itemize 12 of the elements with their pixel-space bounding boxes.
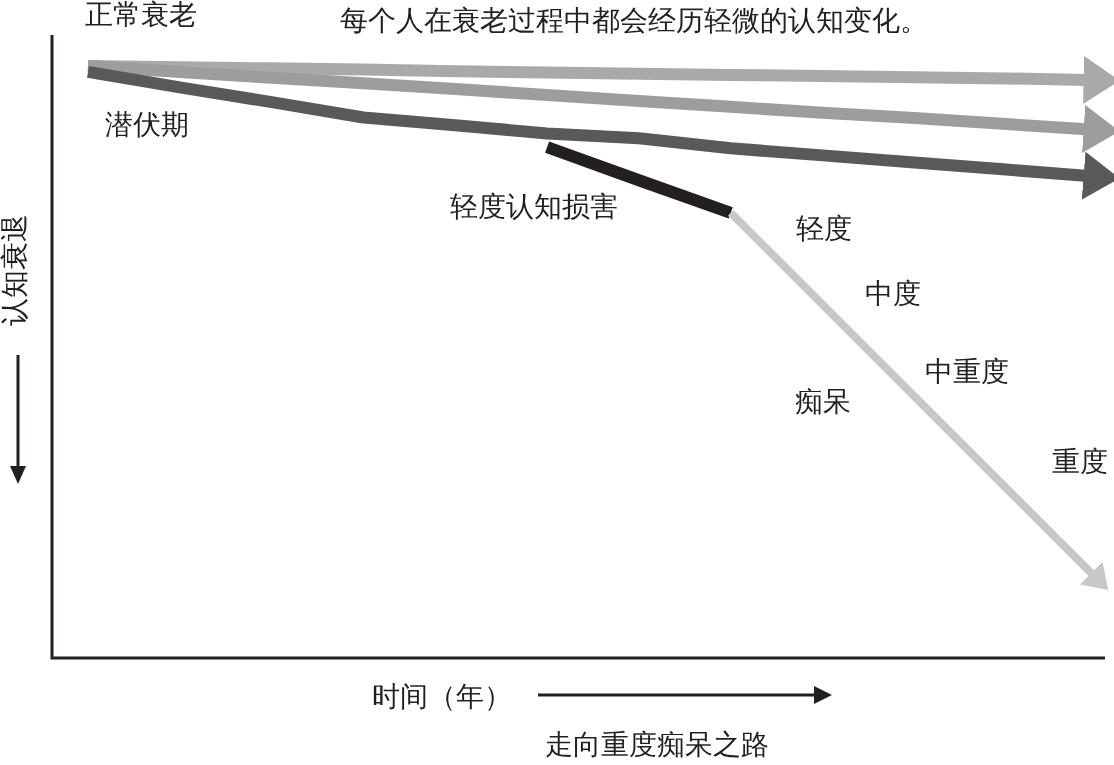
title: 每个人在衰老过程中都会经历轻微的认知变化。 — [340, 5, 928, 36]
xlabel: 时间（年） — [372, 681, 512, 712]
annotation: 轻度 — [796, 213, 852, 245]
annotation: 中度 — [865, 278, 921, 310]
annotation: 走向重度痴呆之路 — [545, 729, 769, 761]
annotation: 正常衰老 — [85, 0, 197, 31]
annotation: 潜伏期 — [105, 109, 189, 141]
annotation: 痴呆 — [795, 386, 851, 418]
ylabel: 认知衰退 — [0, 214, 31, 326]
annotation: 中重度 — [925, 356, 1009, 388]
annotation: 重度 — [1052, 446, 1108, 478]
annotation: 轻度认知损害 — [450, 191, 618, 223]
